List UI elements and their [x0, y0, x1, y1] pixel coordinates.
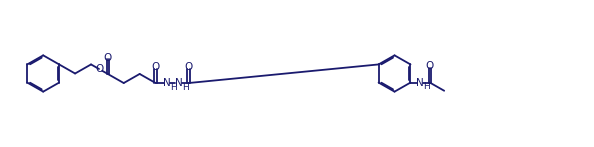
Text: O: O	[103, 52, 112, 62]
Text: O: O	[95, 64, 103, 74]
Text: O: O	[426, 61, 434, 71]
Text: O: O	[151, 62, 160, 72]
Text: H: H	[182, 83, 189, 92]
Text: H: H	[424, 82, 430, 91]
Text: N: N	[175, 78, 182, 88]
Text: N: N	[416, 78, 424, 88]
Text: H: H	[170, 83, 178, 92]
Text: N: N	[163, 78, 171, 88]
Text: O: O	[185, 62, 192, 72]
